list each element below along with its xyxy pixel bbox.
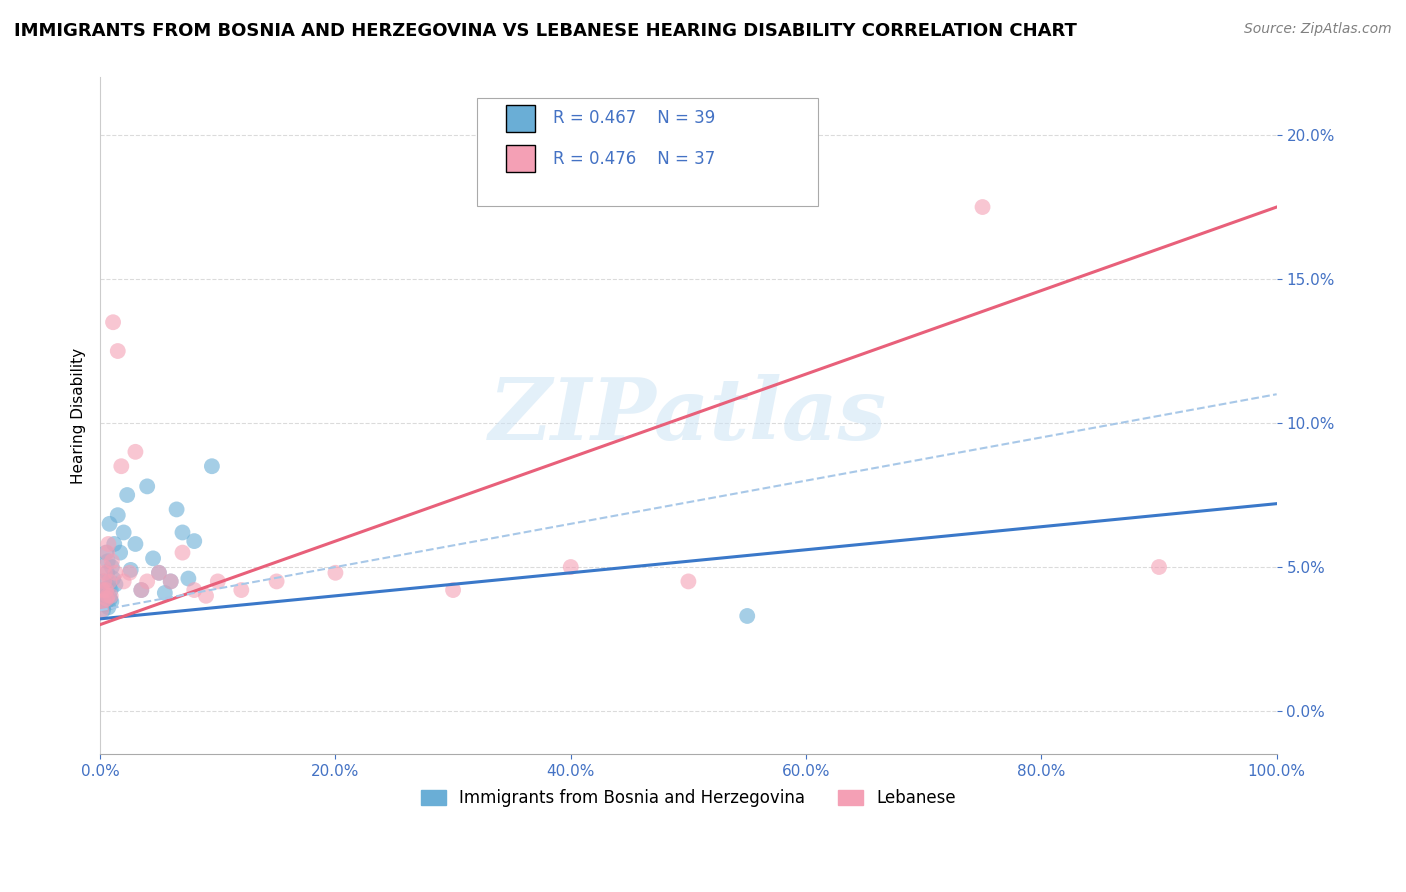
Point (159, 574, 181, 589)
Point (93, 591, 115, 606)
Point (148, 566, 170, 580)
Point (972, 200, 994, 214)
Point (266, 574, 288, 589)
Point (93, 560, 115, 574)
Point (148, 566, 170, 580)
Point (91, 594, 114, 608)
Point (101, 572, 124, 586)
Point (107, 344, 129, 359)
Point (560, 560, 582, 574)
Point (100, 589, 122, 603)
Point (131, 582, 153, 597)
Point (195, 589, 218, 603)
Point (91, 582, 114, 597)
Text: IMMIGRANTS FROM BOSNIA AND HERZEGOVINA VS LEBANESE HEARING DISABILITY CORRELATIO: IMMIGRANTS FROM BOSNIA AND HERZEGOVINA V… (14, 22, 1077, 40)
Point (159, 574, 181, 589)
Point (110, 459, 132, 474)
Point (91, 582, 114, 597)
Point (201, 459, 224, 474)
Point (153, 586, 176, 600)
Point (131, 582, 153, 597)
Point (1147, 560, 1170, 574)
Point (112, 525, 135, 540)
Point (183, 534, 205, 549)
Point (97, 600, 120, 615)
Point (91, 603, 114, 617)
Point (115, 488, 138, 502)
Point (104, 577, 127, 591)
FancyBboxPatch shape (506, 104, 536, 132)
Point (100, 582, 122, 597)
Point (98, 591, 121, 606)
Point (172, 546, 194, 560)
Point (94, 598, 117, 612)
Y-axis label: Hearing Disability: Hearing Disability (72, 348, 86, 483)
Point (96, 589, 118, 603)
Point (94, 586, 117, 600)
Point (93, 574, 115, 589)
Point (94, 582, 117, 597)
Point (108, 546, 131, 560)
Point (96, 546, 118, 560)
Point (107, 508, 129, 523)
Point (101, 315, 124, 329)
Point (112, 574, 135, 589)
Point (98, 516, 121, 531)
Point (207, 574, 229, 589)
Point (325, 566, 347, 580)
Point (183, 582, 205, 597)
Text: R = 0.467    N = 39: R = 0.467 N = 39 (553, 109, 716, 127)
Point (97, 554, 120, 568)
Point (678, 574, 700, 589)
Point (120, 563, 142, 577)
Text: ZIPatlas: ZIPatlas (489, 374, 887, 458)
Point (172, 525, 194, 540)
Point (441, 582, 464, 597)
FancyBboxPatch shape (477, 98, 818, 206)
Point (96, 591, 118, 606)
Point (101, 554, 124, 568)
Point (136, 574, 159, 589)
Point (177, 572, 200, 586)
Point (124, 537, 146, 551)
Point (94, 546, 117, 560)
Point (100, 594, 122, 608)
Point (94, 566, 117, 580)
Text: R = 0.476    N = 37: R = 0.476 N = 37 (553, 150, 716, 168)
Point (124, 445, 146, 459)
Point (142, 551, 165, 566)
Point (166, 502, 188, 516)
Point (104, 566, 127, 580)
Point (96, 566, 118, 580)
Point (97, 537, 120, 551)
Legend: Immigrants from Bosnia and Herzegovina, Lebanese: Immigrants from Bosnia and Herzegovina, … (413, 782, 963, 814)
Text: Source: ZipAtlas.com: Source: ZipAtlas.com (1244, 22, 1392, 37)
Point (118, 566, 141, 580)
Point (98, 574, 121, 589)
FancyBboxPatch shape (506, 145, 536, 172)
Point (93, 574, 115, 589)
Point (136, 479, 159, 493)
Point (103, 537, 125, 551)
Point (101, 560, 124, 574)
Point (97, 580, 120, 594)
Point (231, 582, 253, 597)
Point (735, 609, 758, 624)
Point (97, 589, 120, 603)
Point (90, 603, 112, 617)
Point (90, 594, 112, 608)
